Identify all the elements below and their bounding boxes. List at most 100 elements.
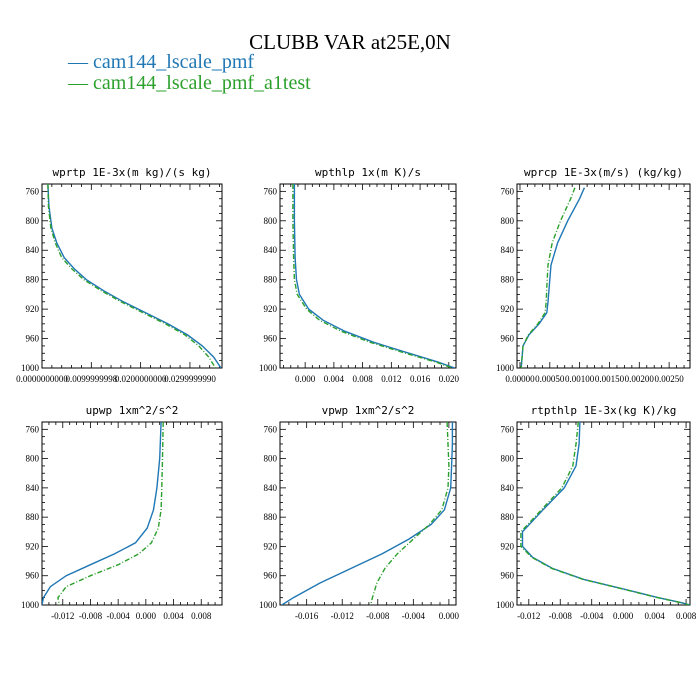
legend-swatch-1: — [68, 51, 93, 73]
series-line-1 [47, 184, 222, 368]
series-line-2 [370, 422, 450, 605]
plot-frame [516, 183, 691, 369]
x-tick-label: 0.00050 [535, 374, 565, 384]
y-tick-label: 760 [501, 186, 515, 196]
y-tick-label: 880 [26, 512, 40, 522]
y-tick-label: 880 [501, 512, 515, 522]
y-tick-label: 960 [26, 334, 40, 344]
y-tick-label: 800 [501, 216, 515, 226]
plot-frame [279, 183, 457, 369]
y-tick-label: 760 [26, 424, 40, 434]
y-tick-label: 960 [264, 571, 278, 581]
x-tick-label: -0.012 [331, 611, 354, 621]
panel-4: upwp 1xm^2/s^2 760 800 840 880 920 960 1000 -0.0… [21, 404, 223, 621]
y-tick-label: 1000 [496, 600, 515, 610]
y-tick-label: 920 [26, 541, 40, 551]
y-tick-label: 1000 [259, 600, 278, 610]
y-tick-label: 920 [26, 304, 40, 314]
y-tick-label: 760 [264, 424, 278, 434]
legend-entry-2: — cam144_lscale_pmf_a1test [68, 72, 311, 95]
y-tick-label: 760 [501, 424, 515, 434]
x-tick-label: 0.000 [136, 611, 157, 621]
y-tick-label: 880 [264, 275, 278, 285]
y-tick-label: 840 [264, 245, 278, 255]
y-tick-label: 1000 [21, 363, 40, 373]
y-tick-label: 920 [264, 304, 278, 314]
y-tick-label: 760 [264, 186, 278, 196]
x-tick-label: -0.016 [295, 611, 319, 621]
y-tick-label: 800 [264, 216, 278, 226]
x-tick-label: 0.00000 [505, 374, 535, 384]
x-tick-label: 0.0099999998 [65, 374, 117, 384]
x-tick-label: 0.00100 [565, 374, 595, 384]
x-tick-label: 0.000 [613, 611, 634, 621]
y-tick-label: 840 [501, 245, 515, 255]
y-tick-label: 920 [264, 541, 278, 551]
x-tick-label: 0.008 [352, 374, 373, 384]
x-tick-label: 0.00250 [654, 374, 684, 384]
x-tick-label: -0.004 [580, 611, 604, 621]
y-tick-label: 1000 [259, 363, 278, 373]
series-line-2 [57, 422, 164, 605]
plot-frame [279, 421, 457, 606]
x-tick-label: -0.012 [51, 611, 74, 621]
panel-6: rtpthlp 1E-3x(kg K)/kg 760 800 840 880 920 960… [496, 404, 697, 621]
plot-frame [41, 421, 223, 606]
x-tick-label: 0.008 [191, 611, 212, 621]
series-line-1 [521, 422, 690, 605]
panel-1: wprtp 1E-3x(m kg)/(s kg) 760 800 840 880 920 9… [16, 166, 223, 384]
series-line-2 [47, 184, 217, 368]
x-tick-label: 0.016 [410, 374, 431, 384]
series-line-2 [520, 422, 690, 605]
y-tick-label: 840 [264, 483, 278, 493]
x-tick-label: -0.004 [107, 611, 131, 621]
y-tick-label: 840 [26, 245, 40, 255]
panel-title: rtpthlp 1E-3x(kg K)/kg [531, 404, 677, 417]
x-tick-label: 0.0200000000 [115, 374, 167, 384]
x-tick-label: 0.00150 [595, 374, 625, 384]
x-tick-label: -0.004 [402, 611, 426, 621]
y-tick-label: 800 [501, 454, 515, 464]
y-tick-label: 760 [26, 186, 40, 196]
page-title: CLUBB VAR at25E,0N [249, 30, 451, 54]
x-tick-label: 0.004 [324, 374, 345, 384]
y-tick-label: 1000 [21, 600, 40, 610]
panel-3: wprcp 1E-3x(m/s) (kg/kg) 760 800 840 880 920 9… [496, 166, 691, 384]
y-tick-label: 800 [26, 454, 40, 464]
series-line-1 [520, 187, 586, 368]
y-tick-label: 800 [26, 216, 40, 226]
x-tick-label: 0.020 [439, 374, 460, 384]
y-tick-label: 1000 [496, 363, 515, 373]
plot-frame [516, 421, 691, 606]
y-tick-label: 800 [264, 454, 278, 464]
panel-title: upwp 1xm^2/s^2 [86, 404, 179, 417]
y-tick-label: 960 [501, 571, 515, 581]
x-tick-label: 0.000 [295, 374, 316, 384]
x-tick-label: -0.012 [517, 611, 540, 621]
x-tick-label: 0.004 [644, 611, 665, 621]
panel-title: wpthlp 1x(m K)/s [315, 166, 421, 179]
y-tick-label: 880 [264, 512, 278, 522]
x-tick-label: -0.008 [366, 611, 390, 621]
y-tick-label: 960 [264, 334, 278, 344]
y-tick-label: 920 [501, 304, 515, 314]
y-tick-label: 840 [26, 483, 40, 493]
x-tick-label: 0.00200 [625, 374, 655, 384]
y-tick-label: 920 [501, 541, 515, 551]
x-tick-label: 0.008 [676, 611, 697, 621]
y-tick-label: 880 [501, 275, 515, 285]
x-tick-label: 0.000 [439, 611, 460, 621]
x-tick-label: -0.008 [549, 611, 573, 621]
series-line-1 [281, 422, 454, 605]
series-line-1 [42, 422, 162, 605]
series-line-1 [293, 184, 455, 368]
series-line-2 [292, 184, 453, 368]
y-tick-label: 960 [26, 571, 40, 581]
x-tick-label: -0.008 [79, 611, 103, 621]
panel-5: vpwp 1xm^2/s^2 760 800 840 880 920 960 1000 -0.0… [259, 404, 460, 621]
panel-title: wprcp 1E-3x(m/s) (kg/kg) [524, 166, 683, 179]
legend-label-2: cam144_lscale_pmf_a1test [93, 72, 311, 94]
x-tick-label: 0.0000000000 [16, 374, 68, 384]
legend-entry-1: — cam144_lscale_pmf [68, 51, 254, 74]
